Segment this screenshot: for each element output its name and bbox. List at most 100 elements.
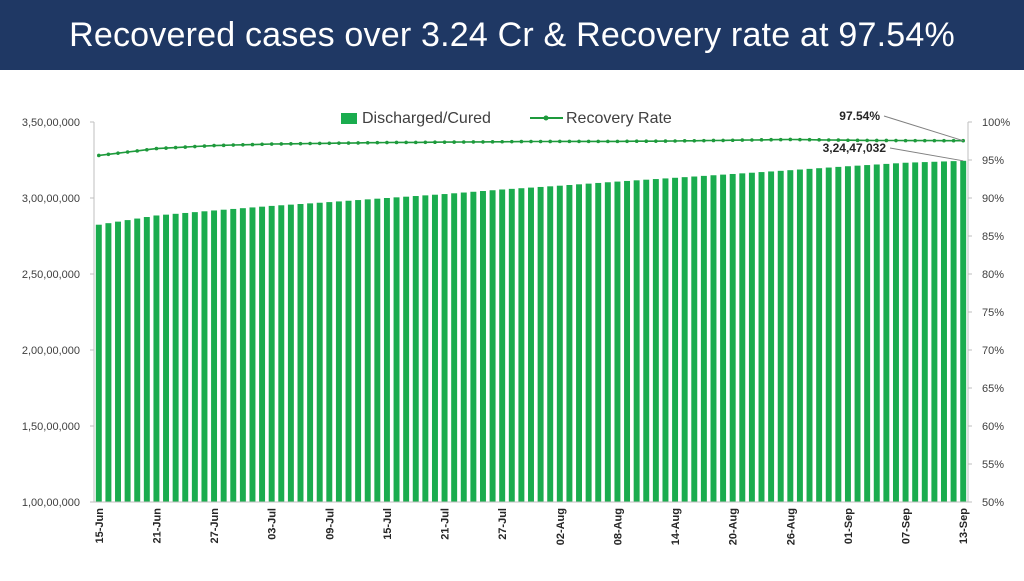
bar — [441, 194, 448, 502]
bar — [941, 161, 947, 503]
bar — [153, 215, 160, 503]
line-point — [260, 142, 264, 147]
bar — [182, 212, 189, 503]
line-point — [394, 140, 399, 145]
line-point — [529, 139, 533, 144]
x-tick-label: 09-Jul — [324, 508, 336, 540]
line-point — [750, 138, 754, 142]
line-point — [289, 142, 293, 146]
line-point — [308, 141, 312, 146]
left-tick-label: 2,50,00,000 — [22, 269, 80, 281]
right-tick-label: 100% — [982, 117, 1010, 129]
line-point — [596, 139, 601, 144]
right-tick-label: 65% — [982, 383, 1004, 395]
line-point — [903, 138, 908, 143]
line-point — [231, 143, 236, 147]
legend-swatch-discharged — [341, 113, 357, 124]
bar — [720, 174, 727, 502]
line-point — [433, 140, 437, 145]
line-point — [212, 143, 216, 148]
legend: Discharged/Cured Recovery Rate — [341, 110, 672, 127]
bar — [835, 166, 842, 502]
bar — [931, 161, 938, 502]
bar — [191, 212, 198, 503]
line-point — [471, 140, 476, 144]
x-tick-label: 27-Jul — [497, 508, 509, 540]
bar — [230, 208, 237, 502]
x-tick-label: 26-Aug — [785, 508, 797, 545]
x-tick-label: 21-Jul — [440, 508, 452, 540]
bar — [624, 180, 631, 502]
right-tick-label: 95% — [982, 155, 1004, 167]
line-point — [558, 139, 562, 144]
line-point — [778, 137, 783, 142]
legend-marker-recovery-rate — [543, 115, 549, 121]
line-point — [798, 137, 802, 142]
line-point — [855, 138, 860, 143]
left-tick-label: 3,00,00,000 — [22, 193, 80, 205]
line-point — [788, 137, 793, 142]
bar — [249, 207, 256, 502]
bar — [547, 186, 554, 502]
line-point — [135, 149, 140, 153]
right-tick-label: 90% — [982, 193, 1004, 205]
x-tick-label: 02-Aug — [555, 508, 567, 545]
bar — [806, 168, 813, 502]
rate-callout-label: 97.54% — [839, 109, 880, 123]
bar — [143, 217, 150, 502]
line-point — [759, 138, 764, 142]
bar — [451, 193, 458, 502]
legend-label-discharged: Discharged/Cured — [362, 110, 491, 127]
bar — [105, 223, 112, 503]
line-point — [375, 140, 380, 145]
line-point — [509, 139, 514, 144]
rate-callout-line — [883, 115, 964, 142]
bar — [211, 210, 218, 503]
left-tick-label: 1,00,00,000 — [22, 497, 80, 509]
bar — [393, 197, 400, 502]
line-point — [145, 147, 149, 152]
chart-container: 1,00,00,000 1,50,00,000 2,00,00,000 2,50,00… — [0, 70, 1024, 576]
bar-callout-line — [889, 147, 964, 162]
bar — [873, 164, 880, 502]
bar — [902, 162, 909, 502]
right-tick-label: 50% — [982, 497, 1004, 509]
bar — [383, 198, 390, 502]
line-point — [769, 137, 773, 142]
bar — [412, 196, 419, 503]
bar — [470, 191, 477, 502]
line-point — [327, 141, 332, 146]
line-point — [116, 151, 120, 155]
line-point — [721, 138, 725, 143]
bar — [614, 181, 621, 503]
bar — [643, 179, 650, 502]
right-tick-label: 60% — [982, 421, 1004, 433]
bar — [662, 178, 669, 502]
line-point — [404, 140, 408, 145]
x-axis: 15-Jun 21-Jun 27-Jun 03-Jul 09-Jul 15-Jul 21-J… — [94, 501, 970, 545]
line-point — [250, 142, 255, 147]
x-tick-label: 21-Jun — [151, 508, 163, 544]
bar — [480, 191, 486, 502]
bar — [825, 167, 832, 502]
line-point — [673, 139, 677, 143]
line-point — [663, 139, 668, 143]
right-tick-label: 85% — [982, 231, 1004, 243]
line-point — [221, 143, 226, 148]
bar — [508, 188, 515, 502]
bar — [528, 187, 534, 502]
line-point — [807, 137, 812, 142]
line-point — [500, 139, 504, 144]
line-point — [106, 152, 111, 157]
line-point — [740, 138, 745, 142]
bar — [537, 186, 544, 502]
line-point — [654, 139, 658, 143]
bar — [816, 168, 823, 502]
line-point — [241, 143, 245, 147]
bar — [691, 176, 698, 502]
line-point — [942, 138, 946, 143]
bar — [604, 182, 611, 502]
bar — [259, 206, 266, 502]
left-tick-label: 2,00,00,000 — [22, 345, 80, 357]
bar — [758, 172, 765, 503]
